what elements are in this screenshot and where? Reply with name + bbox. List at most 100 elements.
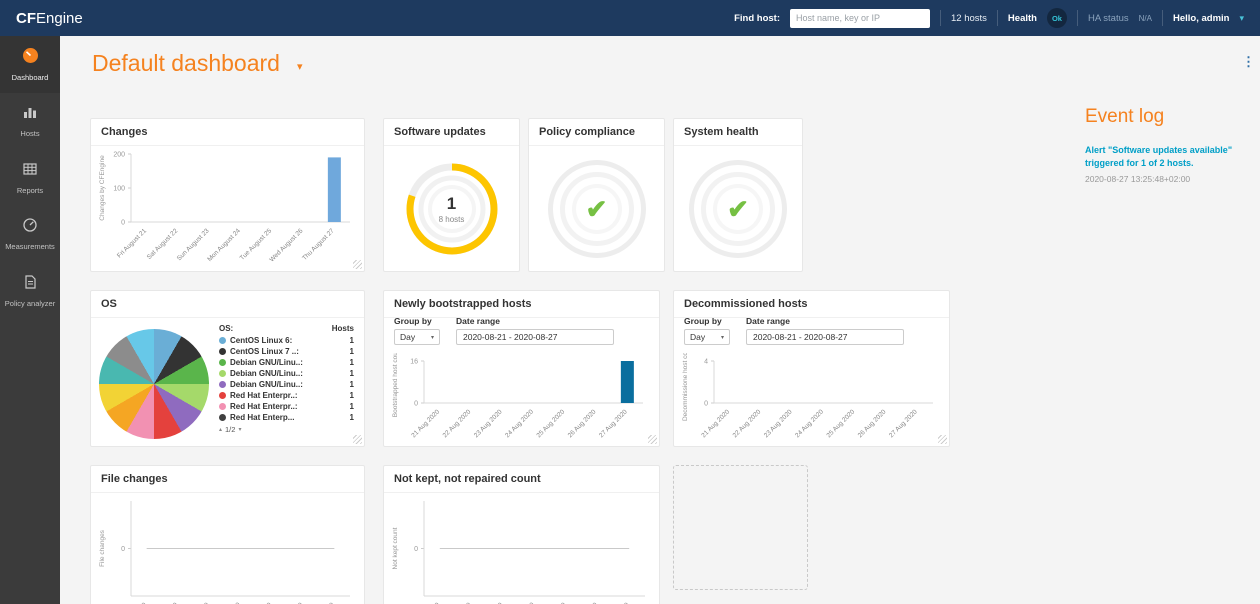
os-legend-row[interactable]: Debian GNU/Linu..: 1 bbox=[217, 368, 356, 379]
host-search-input[interactable] bbox=[790, 8, 930, 28]
svg-text:File changes: File changes bbox=[99, 529, 106, 567]
legend-color-dot bbox=[219, 370, 226, 377]
svg-text:Fri August 21: Fri August 21 bbox=[116, 227, 148, 259]
pager-up-icon[interactable]: ▴ bbox=[219, 427, 223, 433]
legend-host-count: 1 bbox=[349, 369, 354, 378]
software-updates-donut[interactable]: 1 8 hosts bbox=[399, 156, 505, 262]
legend-color-dot bbox=[219, 337, 226, 344]
os-legend-row[interactable]: Debian GNU/Linu..: 1 bbox=[217, 357, 356, 368]
ha-status-value: N/A bbox=[1138, 13, 1152, 23]
legend-color-dot bbox=[219, 414, 226, 421]
sidebar-item-reports[interactable]: Reports bbox=[0, 150, 60, 206]
resize-handle[interactable] bbox=[648, 435, 657, 444]
legend-host-count: 1 bbox=[349, 336, 354, 345]
os-legend-row[interactable]: CentOS Linux 7 ..: 1 bbox=[217, 346, 356, 357]
legend-color-dot bbox=[219, 359, 226, 366]
health-status-rings[interactable]: ✔ bbox=[689, 159, 787, 258]
os-legend-row[interactable]: Red Hat Enterpr..: 1 bbox=[217, 390, 356, 401]
top-navbar: CFEngine Find host: 12 hosts Health Ok H… bbox=[0, 0, 1260, 36]
empty-widget-slot[interactable] bbox=[673, 465, 808, 590]
svg-text:0: 0 bbox=[704, 401, 708, 408]
os-legend-row[interactable]: Red Hat Enterp... 1 bbox=[217, 412, 356, 423]
svg-text:0: 0 bbox=[121, 220, 125, 227]
sidebar-item-label: Dashboard bbox=[11, 73, 49, 82]
resize-handle[interactable] bbox=[353, 435, 362, 444]
legend-label: Red Hat Enterpr..: bbox=[230, 402, 298, 411]
page-title[interactable]: Default dashboard bbox=[92, 50, 280, 76]
widget-title: Policy compliance bbox=[529, 119, 664, 146]
sidebar-item-label: Measurements bbox=[5, 242, 55, 252]
event-log-alert[interactable]: Alert "Software updates available" trigg… bbox=[1085, 145, 1233, 168]
svg-text:23 Aug 2020: 23 Aug 2020 bbox=[473, 408, 504, 439]
widget-title: Software updates bbox=[384, 119, 519, 146]
os-legend-pager[interactable]: ▴ 1/2 ▾ bbox=[217, 423, 356, 436]
svg-text:Sun August 23: Sun August 23 bbox=[176, 227, 211, 262]
health-label[interactable]: Health bbox=[1007, 12, 1037, 24]
svg-text:21 Aug 2020: 21 Aug 2020 bbox=[410, 408, 441, 439]
svg-text:27 Aug 2020: 27 Aug 2020 bbox=[598, 408, 629, 439]
widget-title: Changes bbox=[91, 119, 364, 146]
legend-color-dot bbox=[219, 403, 226, 410]
sidebar-item-dashboard[interactable]: Dashboard bbox=[0, 36, 60, 94]
health-status-badge[interactable]: Ok bbox=[1046, 8, 1067, 28]
svg-text:Decommissione host count: Decommissione host count bbox=[682, 353, 689, 421]
svg-text:27 Aug 2020: 27 Aug 2020 bbox=[888, 408, 919, 439]
widget-policy-compliance: Policy compliance ✔ bbox=[528, 118, 665, 272]
os-legend-row[interactable]: Debian GNU/Linu..: 1 bbox=[217, 379, 356, 390]
svg-text:0: 0 bbox=[414, 546, 418, 553]
svg-text:100: 100 bbox=[113, 186, 125, 193]
resize-handle[interactable] bbox=[353, 260, 362, 269]
check-icon: ✔ bbox=[585, 193, 608, 224]
os-legend-row[interactable]: Red Hat Enterpr..: 1 bbox=[217, 401, 356, 412]
sidebar-item-hosts[interactable]: Hosts bbox=[0, 93, 60, 149]
widget-os: OS OS: Hosts CentOS Linux 6: 1 CentOS Linu… bbox=[90, 290, 365, 447]
sidebar-item-policy-analyzer[interactable]: Policy analyzer bbox=[0, 263, 60, 319]
os-hosts-header: Hosts bbox=[331, 324, 354, 333]
compliance-status-rings[interactable]: ✔ bbox=[547, 159, 646, 258]
group-by-select[interactable]: Day ▾ bbox=[394, 329, 440, 345]
resize-handle[interactable] bbox=[938, 435, 947, 444]
changes-bar-chart: Changes by CFEngine 0 100 200 Fri August 21 S… bbox=[95, 146, 360, 268]
widget-title: Decommissioned hosts bbox=[674, 291, 949, 318]
sidebar-item-label: Policy analyzer bbox=[4, 298, 56, 308]
updates-hosts-label: 8 hosts bbox=[438, 214, 465, 224]
pager-down-icon[interactable]: ▾ bbox=[238, 427, 242, 433]
svg-text:25 Aug 2020: 25 Aug 2020 bbox=[825, 408, 856, 439]
dashboard-select-caret-icon[interactable]: ▾ bbox=[297, 61, 303, 73]
sidebar-item-measurements[interactable]: Measurements bbox=[0, 206, 60, 262]
svg-text:21 Aug 2020: 21 Aug 2020 bbox=[700, 408, 731, 439]
os-legend-row[interactable]: CentOS Linux 6: 1 bbox=[217, 335, 356, 346]
svg-text:25 Aug 2020: 25 Aug 2020 bbox=[535, 408, 566, 439]
svg-text:0: 0 bbox=[121, 546, 125, 553]
date-range-input[interactable] bbox=[456, 329, 614, 345]
svg-text:22 Aug 2020: 22 Aug 2020 bbox=[732, 408, 763, 439]
svg-text:Bootstrapped host count: Bootstrapped host count bbox=[392, 353, 399, 417]
navbar-right: Find host: 12 hosts Health Ok HA status … bbox=[734, 8, 1244, 28]
legend-host-count: 1 bbox=[349, 391, 354, 400]
svg-text:200: 200 bbox=[113, 152, 125, 159]
sidebar-item-label: Hosts bbox=[20, 129, 40, 139]
group-by-value: Day bbox=[690, 332, 706, 342]
os-legend-header: OS: bbox=[219, 324, 234, 333]
legend-color-dot bbox=[219, 392, 226, 399]
legend-label: CentOS Linux 6: bbox=[230, 336, 293, 345]
nav-divider bbox=[996, 10, 998, 26]
ha-status-label: HA status bbox=[1087, 12, 1129, 24]
group-by-label: Group by bbox=[684, 316, 722, 326]
cfengine-logo[interactable]: CFEngine bbox=[16, 10, 83, 27]
hosts-count-link[interactable]: 12 hosts bbox=[951, 12, 987, 24]
group-by-select[interactable]: Day ▾ bbox=[684, 329, 730, 345]
svg-text:16: 16 bbox=[410, 359, 418, 366]
os-pie-chart[interactable] bbox=[99, 329, 209, 439]
widget-title: Newly bootstrapped hosts bbox=[384, 291, 659, 318]
dashboard-kebab-menu-icon[interactable]: ⋮ bbox=[1242, 54, 1255, 69]
widget-title: File changes bbox=[91, 466, 364, 493]
nav-divider bbox=[940, 10, 941, 26]
user-greeting[interactable]: Hello, admin bbox=[1172, 12, 1230, 24]
brand-rest: Engine bbox=[36, 9, 83, 27]
gauge-icon bbox=[22, 217, 38, 238]
group-by-label: Group by bbox=[394, 316, 432, 326]
user-menu-caret-icon[interactable]: ▾ bbox=[1239, 12, 1244, 23]
date-range-input[interactable] bbox=[746, 329, 904, 345]
